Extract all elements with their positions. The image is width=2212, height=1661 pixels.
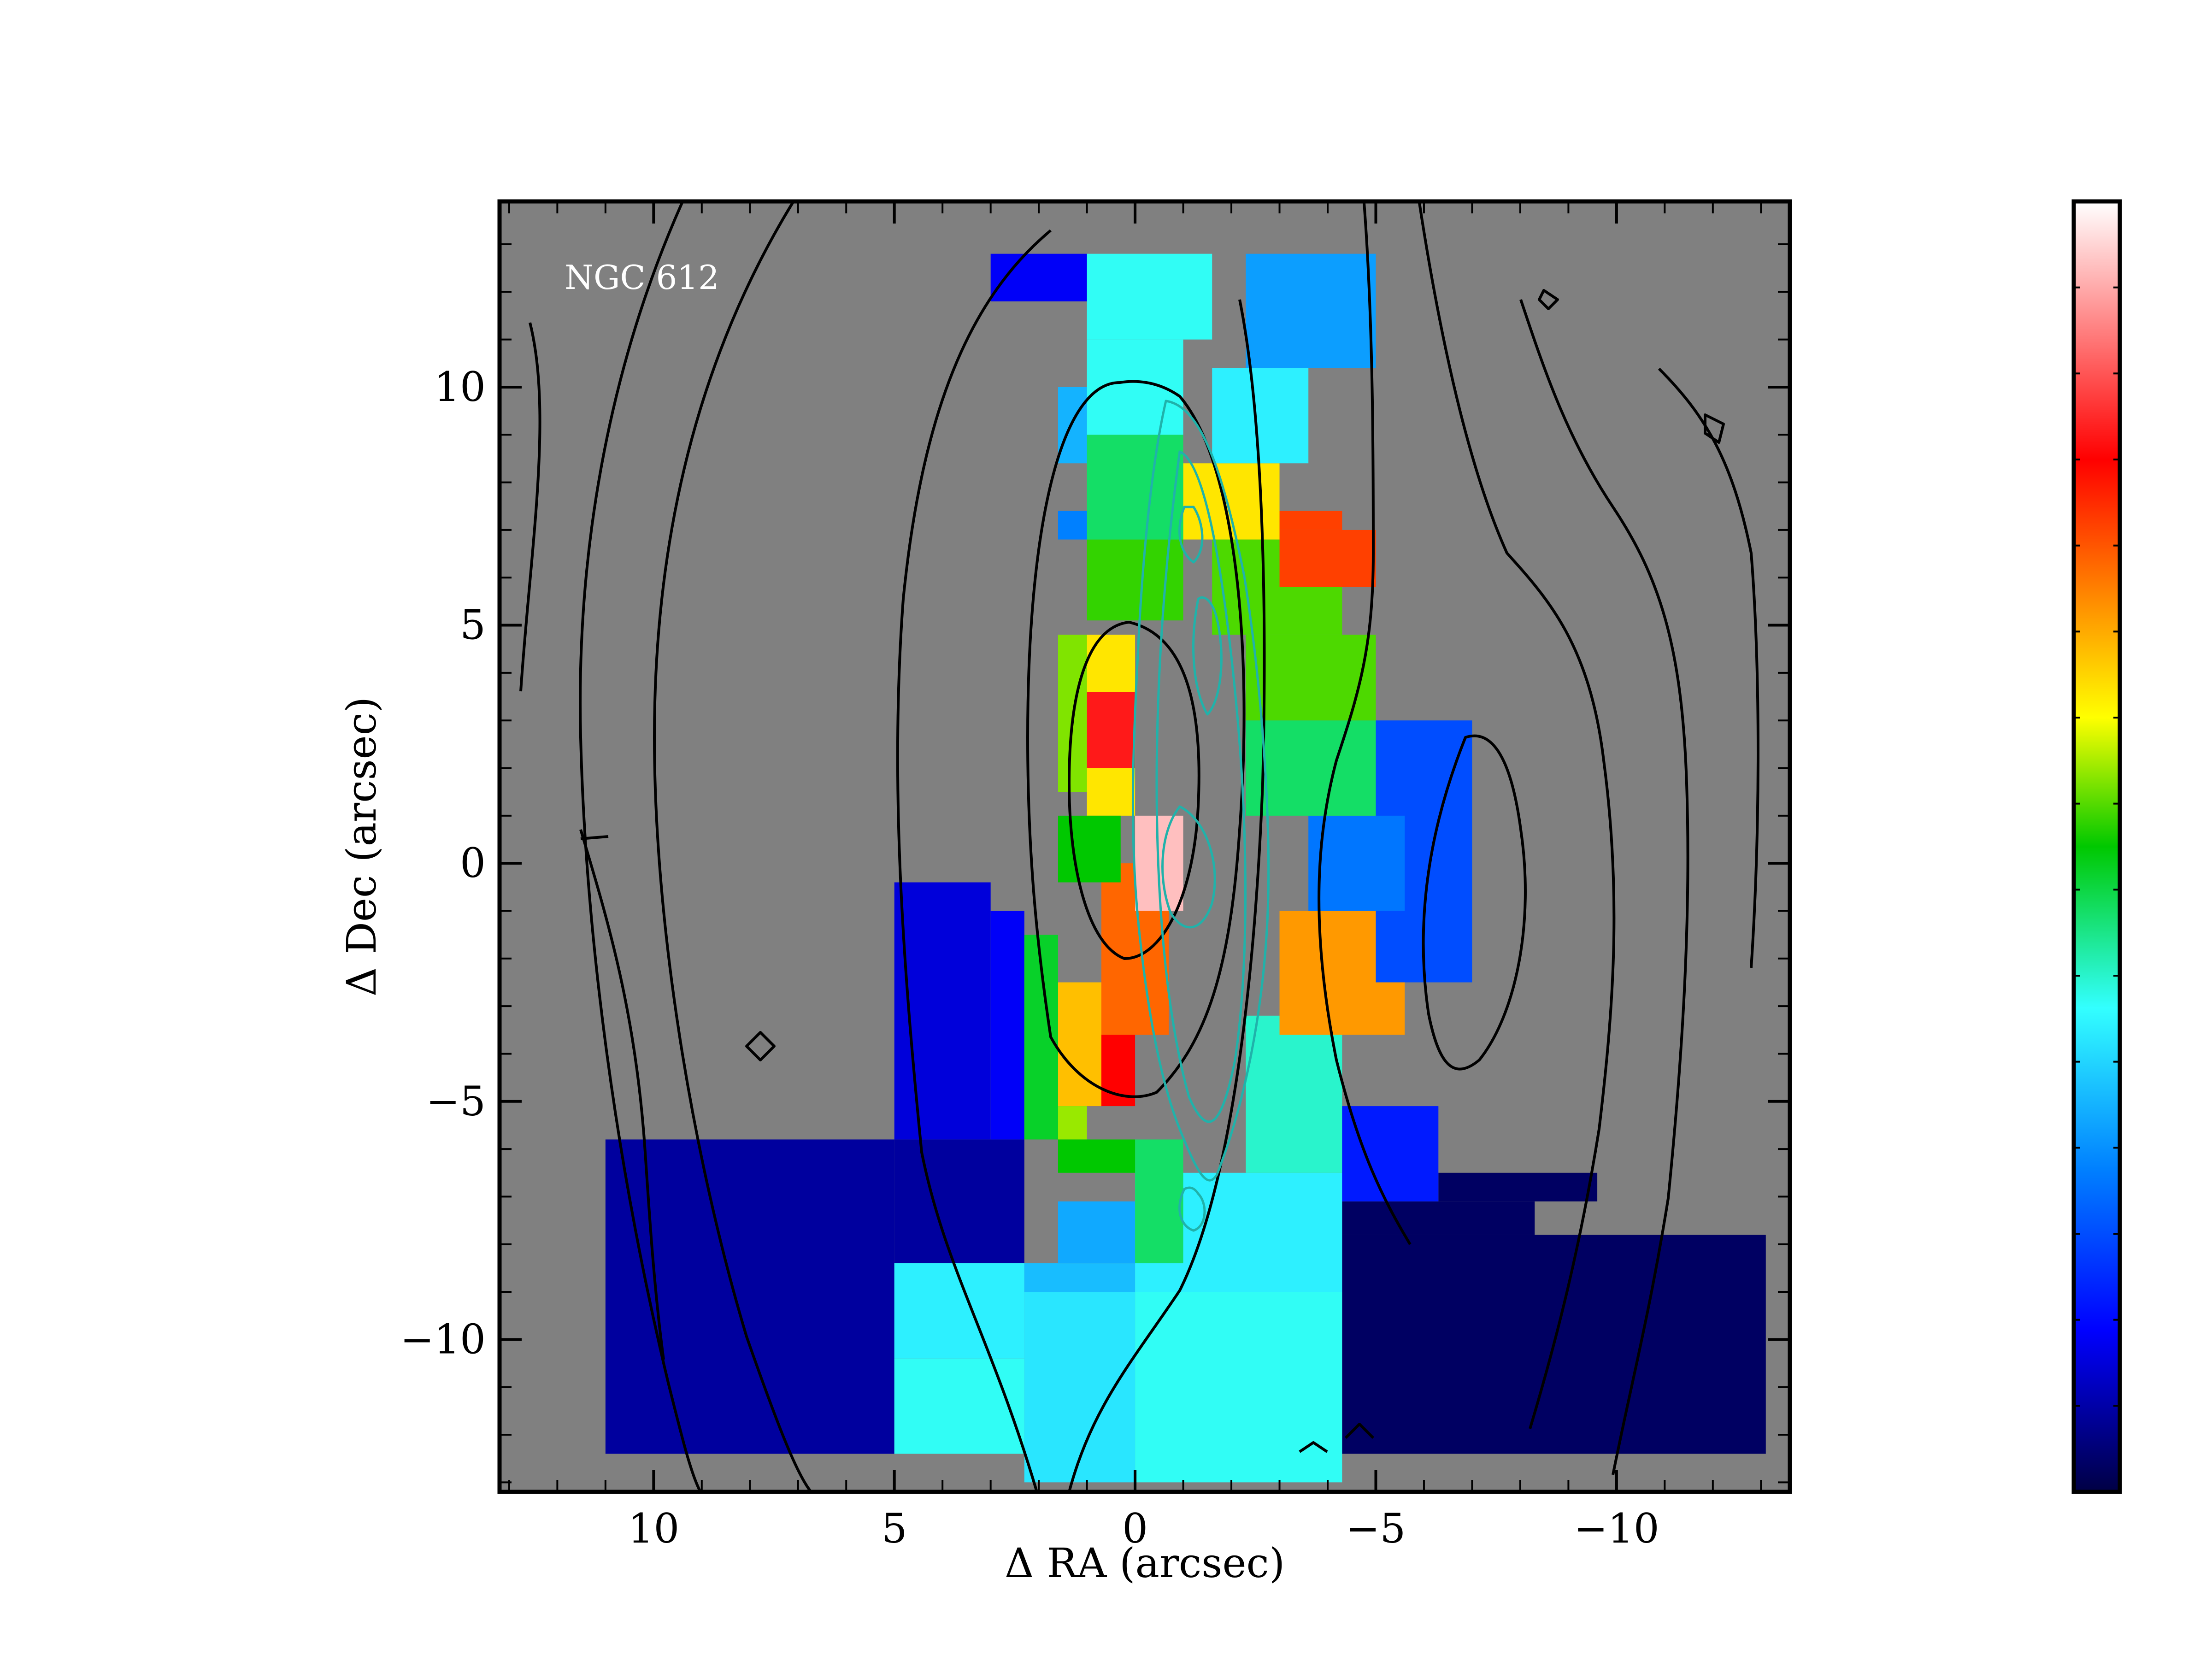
isophote-fragment-4 <box>580 835 1375 1453</box>
y-tick-label: −10 <box>400 1315 486 1363</box>
velocity-bin <box>1438 1172 1598 1202</box>
velocity-bin <box>1058 1201 1135 1264</box>
velocity-bin <box>1058 511 1087 540</box>
velocity-bin <box>1087 435 1183 540</box>
velocity-bin <box>1376 982 1405 1035</box>
y-tick-label: 10 <box>434 363 486 411</box>
velocity-bin <box>1058 1106 1087 1140</box>
velocity-bin <box>1342 1201 1535 1235</box>
co-contour-inner-1 <box>1155 450 1247 1123</box>
isophote-outer-left <box>896 229 1052 1492</box>
isophote-west-1 <box>653 202 812 1492</box>
annotation-label: NGC 612 <box>565 258 719 297</box>
y-tick-label: −5 <box>426 1078 486 1125</box>
colorbar-ticks <box>2074 286 2120 1407</box>
x-tick-label: −10 <box>1574 1505 1659 1552</box>
velocity-bin <box>1024 1292 1135 1483</box>
isophote-east-1 <box>1318 202 1412 1245</box>
velocity-bin <box>1058 982 1101 1107</box>
velocity-bin <box>1212 368 1309 464</box>
co-contour-clump-south <box>1178 1186 1206 1232</box>
y-tick-label: 5 <box>460 601 486 649</box>
velocity-bin <box>990 911 1024 1140</box>
isophote-fragment-3 <box>1704 413 1725 444</box>
axis-ticks <box>500 201 1790 1492</box>
isophote-fragment-1 <box>745 1031 776 1061</box>
velocity-bin <box>1308 815 1405 911</box>
velocity-bin <box>1058 387 1087 464</box>
velocity-bin <box>605 1139 894 1454</box>
x-axis-label: Δ RA (arcsec) <box>1005 1539 1285 1587</box>
velocity-bin <box>894 882 991 1140</box>
isophote-west-4 <box>579 829 665 1360</box>
co-contour-inner-2 <box>1161 805 1216 929</box>
velocity-bin <box>1183 463 1280 540</box>
isophote-west-2 <box>579 202 702 1492</box>
isophote-east-ring <box>1422 734 1527 1071</box>
co-contour-inner-4 <box>1178 506 1204 564</box>
colorbar-frame <box>2071 199 2122 1494</box>
velocity-bin <box>1246 1015 1342 1173</box>
velocity-bin <box>1279 511 1342 530</box>
x-tick-label: −5 <box>1346 1505 1406 1552</box>
velocity-bin <box>1246 253 1376 368</box>
axis-tick-labels: 10 5 0 −5 −10 10 5 0 −5 −10 <box>400 363 1659 1552</box>
velocity-bin <box>1087 253 1212 340</box>
isophote-east-3 <box>1519 299 1689 1475</box>
velocity-bin <box>1024 1263 1135 1292</box>
velocity-bin <box>1058 1139 1135 1173</box>
isophote-mid <box>1068 299 1266 1492</box>
isophote-contours <box>519 202 1759 1492</box>
velocity-bin <box>1135 1292 1342 1483</box>
velocity-bin <box>1058 815 1121 883</box>
isophote-inner <box>1026 380 1246 1098</box>
isophote-east-2 <box>1418 202 1616 1429</box>
co-contour-inner-3 <box>1192 596 1223 716</box>
y-tick-label: 0 <box>460 839 486 887</box>
colorbar <box>2071 199 2122 1494</box>
isophote-west-3 <box>519 322 541 692</box>
velocity-bin <box>1342 1106 1439 1202</box>
plot-frame <box>497 199 1792 1494</box>
isophote-core <box>1068 621 1200 960</box>
velocity-bin <box>894 1358 1024 1454</box>
velocity-bin <box>894 1139 1024 1264</box>
colorbar-gradient <box>2074 201 2120 1492</box>
x-tick-label: 5 <box>882 1505 907 1552</box>
x-tick-label: 10 <box>628 1505 679 1552</box>
co-contour-outer <box>1131 400 1270 1182</box>
velocity-bin <box>1087 692 1135 768</box>
velocity-bin <box>1135 1139 1183 1264</box>
plot-content <box>519 202 1766 1492</box>
x-tick-label: 0 <box>1122 1505 1148 1552</box>
y-axis-label: Δ Dec (arcsec) <box>338 697 385 996</box>
co-intensity-contours <box>1131 400 1270 1232</box>
isophote-fragment-2 <box>1538 289 1559 310</box>
velocity-bin <box>1279 530 1376 587</box>
